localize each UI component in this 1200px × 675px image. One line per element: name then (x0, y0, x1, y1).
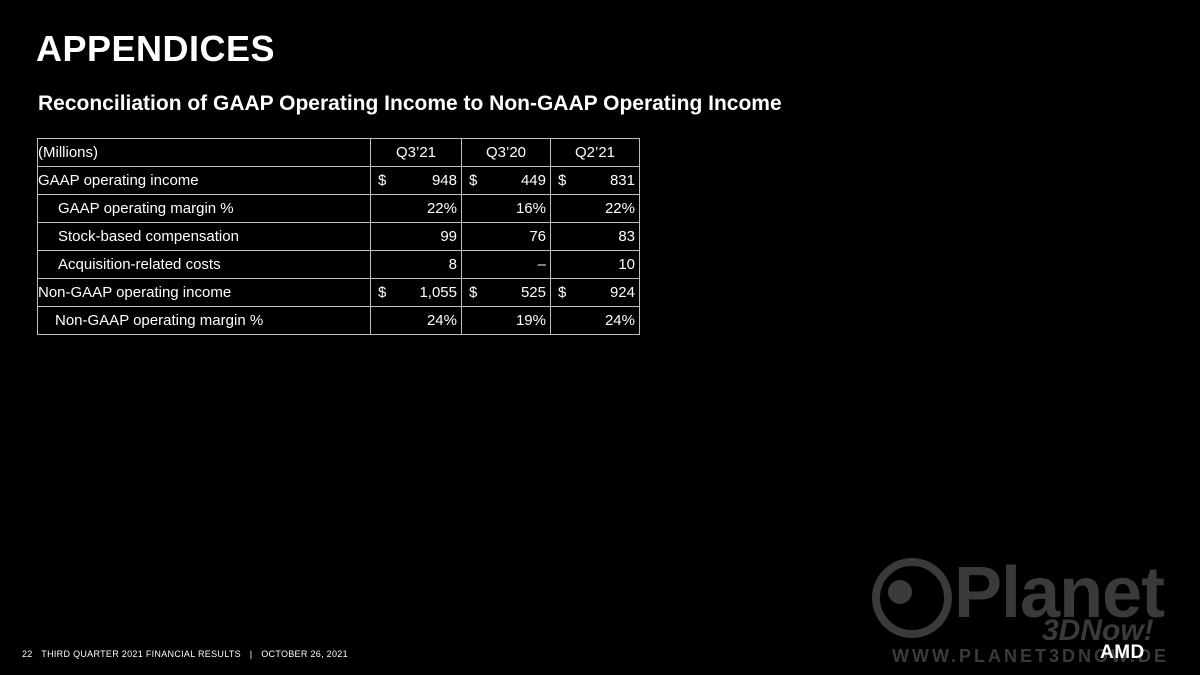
currency-symbol: $ (378, 172, 387, 189)
table-row: Stock-based compensation 99 76 83 (37, 222, 640, 251)
table-row: GAAP operating margin % 22% 16% 22% (37, 194, 640, 223)
page-title: APPENDICES (36, 28, 276, 69)
page-number: 22 (22, 649, 33, 659)
report-date: OCTOBER 26, 2021 (261, 649, 348, 659)
currency-symbol: $ (558, 172, 567, 189)
cell-value: 22% (604, 200, 635, 217)
cell-value: 10 (618, 256, 635, 273)
value-cell: $924 (550, 278, 640, 307)
cell-value: – (537, 256, 546, 273)
watermark-name: Planet (954, 553, 1165, 633)
cell-value: 19% (515, 312, 546, 329)
value-cell: 10 (550, 250, 640, 279)
currency-symbol: $ (558, 284, 567, 301)
report-title: THIRD QUARTER 2021 FINANCIAL RESULTS (41, 649, 241, 659)
cell-value: 449 (520, 172, 546, 189)
cell-value: 22% (426, 200, 457, 217)
row-label: Stock-based compensation (37, 222, 371, 251)
page-subtitle: Reconciliation of GAAP Operating Income … (38, 92, 782, 115)
reconciliation-table: (Millions) Q3’21 Q3’20 Q2’21 GAAP operat… (37, 138, 640, 335)
cell-value: 83 (618, 228, 635, 245)
value-cell: 16% (461, 194, 551, 223)
row-label: GAAP operating income (37, 166, 371, 195)
value-cell: 24% (370, 306, 462, 335)
table-row: GAAP operating income $948 $449 $831 (37, 166, 640, 195)
table-row: Non-GAAP operating income $1,055 $525 $924 (37, 278, 640, 307)
cell-value: 16% (515, 200, 546, 217)
planet-logo-icon (872, 558, 952, 638)
footer: 22 THIRD QUARTER 2021 FINANCIAL RESULTS … (22, 649, 354, 659)
cell-value: 948 (431, 172, 457, 189)
column-header: Q3’21 (370, 138, 462, 167)
cell-value: 1,055 (419, 284, 457, 301)
currency-symbol: $ (469, 172, 478, 189)
value-cell: $948 (370, 166, 462, 195)
amd-logo: AMD (1100, 642, 1145, 663)
cell-value: 24% (604, 312, 635, 329)
value-cell: $525 (461, 278, 551, 307)
value-cell: 76 (461, 222, 551, 251)
column-header: Q3’20 (461, 138, 551, 167)
value-cell: 19% (461, 306, 551, 335)
cell-value: 924 (609, 284, 635, 301)
table-row: Non-GAAP operating margin % 24% 19% 24% (37, 306, 640, 335)
cell-value: 8 (448, 256, 457, 273)
cell-value: 99 (440, 228, 457, 245)
column-header: Q2’21 (550, 138, 640, 167)
watermark-url: WWW.PLANET3DNOW.DE (892, 646, 1169, 666)
value-cell: 99 (370, 222, 462, 251)
value-cell: $831 (550, 166, 640, 195)
value-cell: 8 (370, 250, 462, 279)
value-cell: 83 (550, 222, 640, 251)
currency-symbol: $ (378, 284, 387, 301)
watermark-sub: 3DNow! (1042, 614, 1154, 647)
table-header-row: (Millions) Q3’21 Q3’20 Q2’21 (37, 138, 640, 167)
cell-value: 24% (426, 312, 457, 329)
row-label: Non-GAAP operating margin % (37, 306, 371, 335)
row-label: GAAP operating margin % (37, 194, 371, 223)
table-row: Acquisition-related costs 8 – 10 (37, 250, 640, 279)
value-cell: – (461, 250, 551, 279)
cell-value: 525 (520, 284, 546, 301)
currency-symbol: $ (469, 284, 478, 301)
row-label: Non-GAAP operating income (37, 278, 371, 307)
cell-value: 831 (609, 172, 635, 189)
footer-separator: | (249, 649, 253, 659)
value-cell: $1,055 (370, 278, 462, 307)
cell-value: 76 (529, 228, 546, 245)
value-cell: $449 (461, 166, 551, 195)
value-cell: 22% (370, 194, 462, 223)
row-label: Acquisition-related costs (37, 250, 371, 279)
unit-label: (Millions) (37, 138, 371, 167)
watermark: Planet 3DNow! WWW.PLANET3DNOW.DE (866, 552, 1196, 670)
value-cell: 22% (550, 194, 640, 223)
value-cell: 24% (550, 306, 640, 335)
